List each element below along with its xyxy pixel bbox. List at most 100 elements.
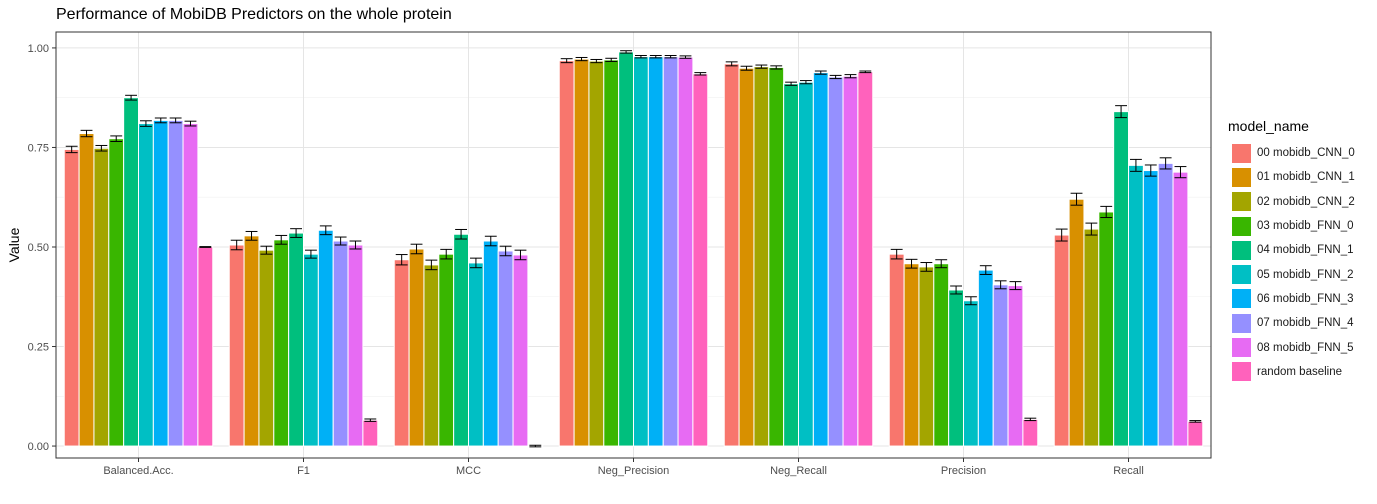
legend-swatch bbox=[1232, 362, 1251, 382]
x-tick-label: Precision bbox=[941, 465, 986, 477]
y-tick-label: 0.50 bbox=[28, 242, 49, 254]
y-axis-label: Value bbox=[6, 227, 22, 262]
legend-item: 07 mobidb_FNN_4 bbox=[1232, 311, 1355, 335]
bar bbox=[303, 253, 319, 447]
bar bbox=[948, 289, 965, 447]
legend-title: model_name bbox=[1228, 118, 1309, 134]
x-tick-label: F1 bbox=[297, 465, 310, 477]
bar bbox=[288, 232, 304, 447]
legend-item: 05 mobidb_FNN_2 bbox=[1232, 262, 1355, 286]
bar bbox=[842, 75, 859, 447]
bar bbox=[963, 300, 979, 447]
bar bbox=[588, 60, 605, 447]
chart-title: Performance of MobiDB Predictors on the … bbox=[56, 6, 452, 23]
legend-swatch bbox=[1232, 240, 1251, 260]
bar bbox=[812, 72, 829, 447]
bar bbox=[468, 262, 484, 447]
legend-label: 08 mobidb_FNN_5 bbox=[1257, 341, 1354, 354]
bar bbox=[482, 240, 499, 447]
bar bbox=[108, 138, 125, 447]
bar bbox=[753, 66, 770, 447]
legend-items: 00 mobidb_CNN_0 01 mobidb_CNN_1 02 mobidb_… bbox=[1232, 141, 1355, 384]
legend-item: 04 mobidb_FNN_1 bbox=[1232, 238, 1355, 262]
legend-swatch bbox=[1232, 313, 1251, 333]
legend: model_name 00 mobidb_CNN_0 01 mobidb_CNN_… bbox=[1228, 118, 1355, 384]
x-tick-label: MCC bbox=[456, 465, 481, 477]
legend-label: random baseline bbox=[1257, 365, 1343, 378]
bar bbox=[573, 58, 590, 447]
bar bbox=[167, 119, 184, 447]
bar bbox=[362, 419, 379, 447]
legend-item: 01 mobidb_CNN_1 bbox=[1232, 165, 1355, 189]
bar bbox=[618, 51, 635, 447]
bar bbox=[423, 264, 440, 447]
legend-label: 07 mobidb_FNN_4 bbox=[1257, 317, 1354, 330]
bar bbox=[1128, 164, 1144, 447]
bar bbox=[933, 263, 950, 447]
legend-swatch bbox=[1232, 143, 1251, 163]
bar bbox=[63, 148, 80, 447]
bar bbox=[1172, 171, 1189, 447]
bar bbox=[1083, 228, 1100, 447]
bar bbox=[393, 259, 410, 447]
bar bbox=[1187, 420, 1204, 447]
legend-swatch bbox=[1232, 289, 1251, 309]
legend-item: 00 mobidb_CNN_0 bbox=[1232, 141, 1355, 165]
bar bbox=[903, 263, 920, 447]
bar bbox=[453, 233, 469, 447]
bar bbox=[692, 73, 709, 447]
bar bbox=[827, 76, 844, 447]
bar bbox=[647, 56, 664, 447]
bar bbox=[633, 56, 649, 447]
bar bbox=[182, 123, 199, 447]
bar bbox=[783, 83, 800, 447]
bar bbox=[243, 235, 260, 447]
legend-swatch bbox=[1232, 265, 1251, 285]
legend-label: 03 mobidb_FNN_0 bbox=[1257, 220, 1354, 233]
bar bbox=[408, 248, 425, 447]
legend-item: 02 mobidb_CNN_2 bbox=[1232, 190, 1355, 214]
legend-label: 00 mobidb_CNN_0 bbox=[1257, 147, 1355, 160]
legend-item: 06 mobidb_FNN_3 bbox=[1232, 287, 1355, 311]
y-tick-label: 0.25 bbox=[28, 342, 49, 354]
bar bbox=[1098, 211, 1115, 447]
bar bbox=[1053, 234, 1070, 447]
x-tick-label: Recall bbox=[1113, 465, 1144, 477]
bar bbox=[497, 250, 514, 447]
y-tick-label: 0.75 bbox=[28, 142, 49, 154]
bar bbox=[197, 246, 214, 447]
bar bbox=[1113, 111, 1130, 447]
bar bbox=[1157, 162, 1174, 447]
bar bbox=[888, 253, 905, 447]
bar bbox=[138, 123, 154, 447]
legend-label: 04 mobidb_FNN_1 bbox=[1257, 244, 1354, 257]
bar bbox=[512, 254, 529, 447]
bar bbox=[558, 60, 575, 447]
bar bbox=[228, 244, 245, 447]
legend-label: 05 mobidb_FNN_2 bbox=[1257, 268, 1354, 281]
y-tick-label: 1.00 bbox=[28, 43, 49, 55]
bar bbox=[1068, 198, 1085, 447]
bar bbox=[78, 133, 95, 447]
x-tick-label: Neg_Recall bbox=[770, 465, 827, 477]
bar bbox=[662, 56, 679, 447]
legend-label: 02 mobidb_CNN_2 bbox=[1257, 195, 1355, 208]
bar bbox=[317, 229, 334, 447]
bar bbox=[857, 71, 874, 447]
bar bbox=[1022, 418, 1039, 447]
bar bbox=[677, 56, 694, 447]
legend-swatch bbox=[1232, 338, 1251, 358]
bar bbox=[1142, 170, 1159, 447]
bar bbox=[347, 244, 364, 447]
legend-swatch bbox=[1232, 216, 1251, 236]
bar bbox=[992, 284, 1009, 447]
x-tick-label: Neg_Precision bbox=[598, 465, 670, 477]
legend-swatch bbox=[1232, 192, 1251, 212]
legend-item: 08 mobidb_FNN_5 bbox=[1232, 335, 1355, 359]
legend-label: 01 mobidb_CNN_1 bbox=[1257, 171, 1355, 184]
bar bbox=[977, 269, 994, 447]
bar bbox=[738, 67, 755, 447]
bar bbox=[1007, 285, 1024, 447]
legend-item: random baseline bbox=[1232, 360, 1355, 384]
bar bbox=[258, 249, 275, 447]
